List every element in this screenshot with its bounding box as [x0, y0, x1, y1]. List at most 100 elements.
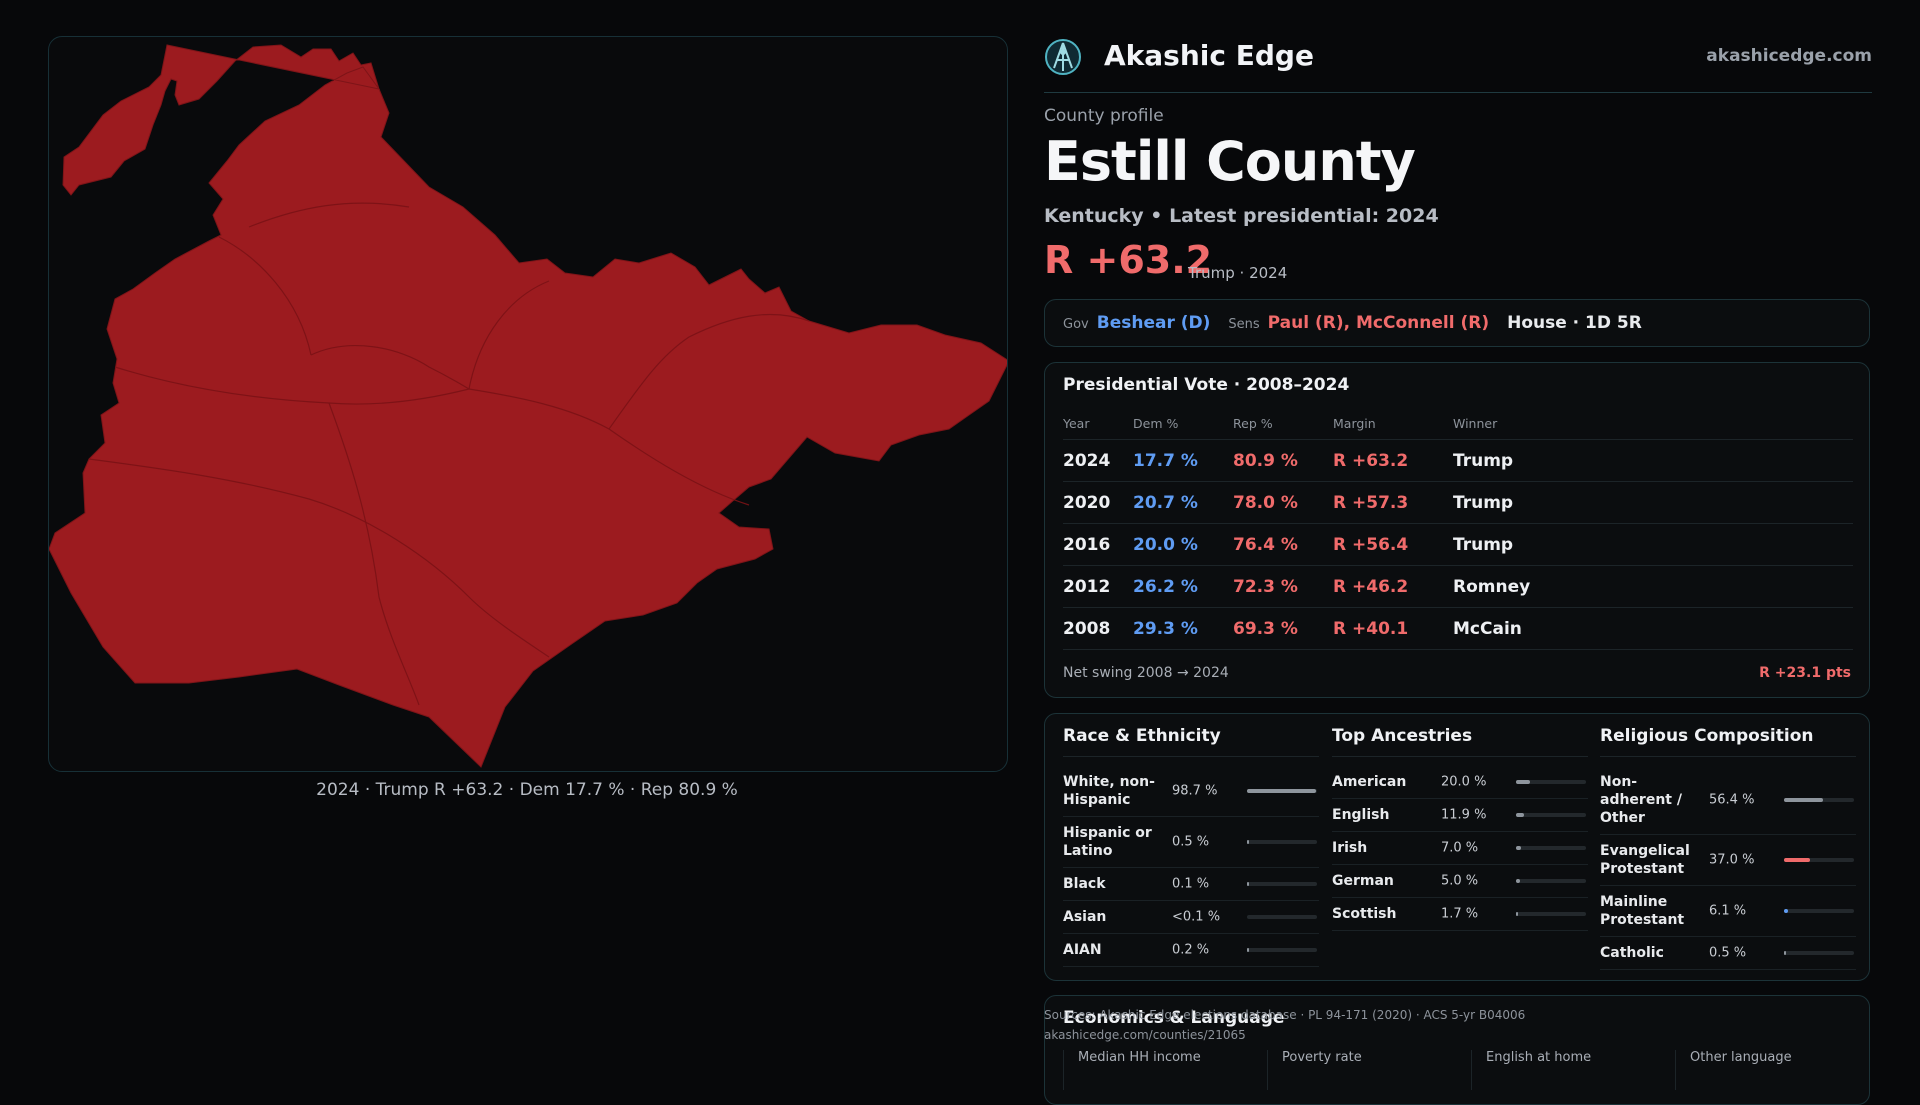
table-row[interactable]: 2024 17.7 % 80.9 % R +63.2 Trump: [1063, 439, 1853, 482]
table-row[interactable]: 2008 29.3 % 69.3 % R +40.1 McCain: [1063, 607, 1853, 650]
winner-cell: McCain: [1453, 607, 1853, 650]
brand-name[interactable]: Akashic Edge: [1104, 39, 1314, 72]
brand-header: Akashic Edge akashicedge.com: [1044, 32, 1872, 93]
winner-cell: Romney: [1453, 565, 1853, 608]
demographic-row: Black 0.1 %: [1063, 868, 1319, 901]
col-header-dem: Dem %: [1133, 407, 1233, 440]
share-bar-track: [1516, 912, 1586, 916]
demographic-row: American 20.0 %: [1332, 766, 1588, 799]
share-bar-fill: [1516, 780, 1530, 784]
demographic-value: 56.4 %: [1709, 792, 1755, 808]
demographic-name: Irish: [1332, 840, 1368, 856]
table-row[interactable]: 2020 20.7 % 78.0 % R +57.3 Trump: [1063, 481, 1853, 524]
demographic-name: Hispanic or Latino: [1063, 825, 1152, 859]
col-header-year: Year: [1063, 407, 1133, 440]
religion-list: Non-adherent / Other 56.4 % Evangelical Pr…: [1600, 766, 1856, 970]
margin-cell: R +40.1: [1333, 607, 1453, 650]
share-bar-fill: [1784, 909, 1789, 913]
race-ethnicity-column: Race & Ethnicity White, non-Hispanic 98.7…: [1063, 726, 1319, 967]
senators-value: Paul (R), McConnell (R): [1267, 313, 1490, 333]
share-bar-fill: [1784, 951, 1787, 955]
share-bar-fill: [1247, 789, 1317, 793]
year-cell: 2016: [1063, 523, 1133, 566]
net-swing-value: R +23.1 pts: [1759, 665, 1851, 681]
demographic-name: English: [1332, 807, 1390, 823]
demographic-value: 37.0 %: [1709, 852, 1755, 868]
demographic-row: Asian <0.1 %: [1063, 901, 1319, 934]
race-title: Race & Ethnicity: [1063, 726, 1319, 757]
sources-note: Sources: Akashic Edge elections database…: [1044, 1005, 1525, 1045]
rep-cell: 78.0 %: [1233, 481, 1333, 524]
race-list: White, non-Hispanic 98.7 % Hispanic or Lat…: [1063, 766, 1319, 967]
demographic-row: Hispanic or Latino 0.5 %: [1063, 817, 1319, 868]
demographic-row: Scottish 1.7 %: [1332, 898, 1588, 931]
demographic-value: 11.9 %: [1441, 807, 1487, 823]
share-bar-fill: [1516, 879, 1520, 883]
brand-url[interactable]: akashicedge.com: [1706, 46, 1872, 66]
share-bar-track: [1247, 789, 1317, 793]
demographic-row: German 5.0 %: [1332, 865, 1588, 898]
latest-margin-note: Trump · 2024: [1188, 264, 1288, 282]
demographic-row: Irish 7.0 %: [1332, 832, 1588, 865]
share-bar-fill: [1516, 813, 1525, 817]
table-row[interactable]: 2012 26.2 % 72.3 % R +46.2 Romney: [1063, 565, 1853, 608]
county-permalink[interactable]: akashicedge.com/counties/21065: [1044, 1028, 1246, 1042]
demographic-row: Mainline Protestant 6.1 %: [1600, 886, 1856, 937]
demographic-name: Asian: [1063, 909, 1107, 925]
profile-subtitle: Kentucky • Latest presidential: 2024: [1044, 205, 1439, 227]
presidential-vote-card: Presidential Vote · 2008–2024 Year Dem %…: [1044, 362, 1870, 698]
demographic-value: 0.5 %: [1172, 834, 1210, 850]
demographic-row: Evangelical Protestant 37.0 %: [1600, 835, 1856, 886]
demographic-row: AIAN 0.2 %: [1063, 934, 1319, 967]
year-cell: 2024: [1063, 439, 1133, 482]
share-bar-track: [1784, 951, 1854, 955]
religion-column: Religious Composition Non-adherent / Oth…: [1600, 726, 1856, 970]
col-header-rep: Rep %: [1233, 407, 1333, 440]
latest-margin: R +63.2: [1044, 238, 1213, 282]
map-caption: 2024 · Trump R +63.2 · Dem 17.7 % · Rep …: [316, 780, 738, 800]
county-map[interactable]: [49, 37, 1007, 771]
share-bar-track: [1784, 909, 1854, 913]
col-header-margin: Margin: [1333, 407, 1453, 440]
demographic-row: Non-adherent / Other 56.4 %: [1600, 766, 1856, 835]
globe-icon[interactable]: [1044, 38, 1082, 76]
economics-title: Economics & Language: [1063, 1008, 1285, 1028]
demographic-row: Catholic 0.5 %: [1600, 937, 1856, 970]
demographic-name: Scottish: [1332, 906, 1397, 922]
ancestry-title: Top Ancestries: [1332, 726, 1588, 757]
presidential-title: Presidential Vote · 2008–2024: [1063, 375, 1350, 395]
share-bar-track: [1516, 879, 1586, 883]
share-bar-fill: [1516, 912, 1519, 916]
share-bar-fill: [1247, 948, 1250, 952]
county-shape[interactable]: [49, 44, 1007, 768]
share-bar-track: [1516, 813, 1586, 817]
demographic-name: Black: [1063, 876, 1106, 892]
dem-cell: 29.3 %: [1133, 607, 1233, 650]
econ-col-income: Median HH income: [1063, 1050, 1201, 1090]
table-row[interactable]: 2016 20.0 % 76.4 % R +56.4 Trump: [1063, 523, 1853, 566]
winner-cell: Trump: [1453, 523, 1853, 566]
share-bar-track: [1247, 882, 1317, 886]
demographic-value: 7.0 %: [1441, 840, 1479, 856]
col-header-winner: Winner: [1453, 407, 1853, 440]
presidential-table: Year Dem % Rep % Margin Winner 2024 17.7…: [1063, 407, 1853, 650]
dem-cell: 20.7 %: [1133, 481, 1233, 524]
table-header-row: Year Dem % Rep % Margin Winner: [1063, 407, 1853, 440]
margin-cell: R +63.2: [1333, 439, 1453, 482]
demographic-value: 6.1 %: [1709, 903, 1747, 919]
share-bar-track: [1247, 840, 1317, 844]
year-cell: 2020: [1063, 481, 1133, 524]
econ-col-poverty: Poverty rate: [1267, 1050, 1362, 1090]
ancestry-list: American 20.0 % English 11.9 % Irish 7.0 % Ger…: [1332, 766, 1588, 931]
officials-card: Gov Beshear (D) Sens Paul (R), McConnell (R…: [1044, 299, 1870, 347]
dem-cell: 26.2 %: [1133, 565, 1233, 608]
demographic-name: American: [1332, 774, 1407, 790]
dem-cell: 20.0 %: [1133, 523, 1233, 566]
share-bar-fill: [1784, 858, 1810, 862]
demographic-name: Catholic: [1600, 945, 1664, 961]
dem-cell: 17.7 %: [1133, 439, 1233, 482]
share-bar-track: [1247, 948, 1317, 952]
share-bar-fill: [1247, 840, 1250, 844]
county-map-panel[interactable]: [48, 36, 1008, 772]
demographic-value: 0.5 %: [1709, 945, 1747, 961]
